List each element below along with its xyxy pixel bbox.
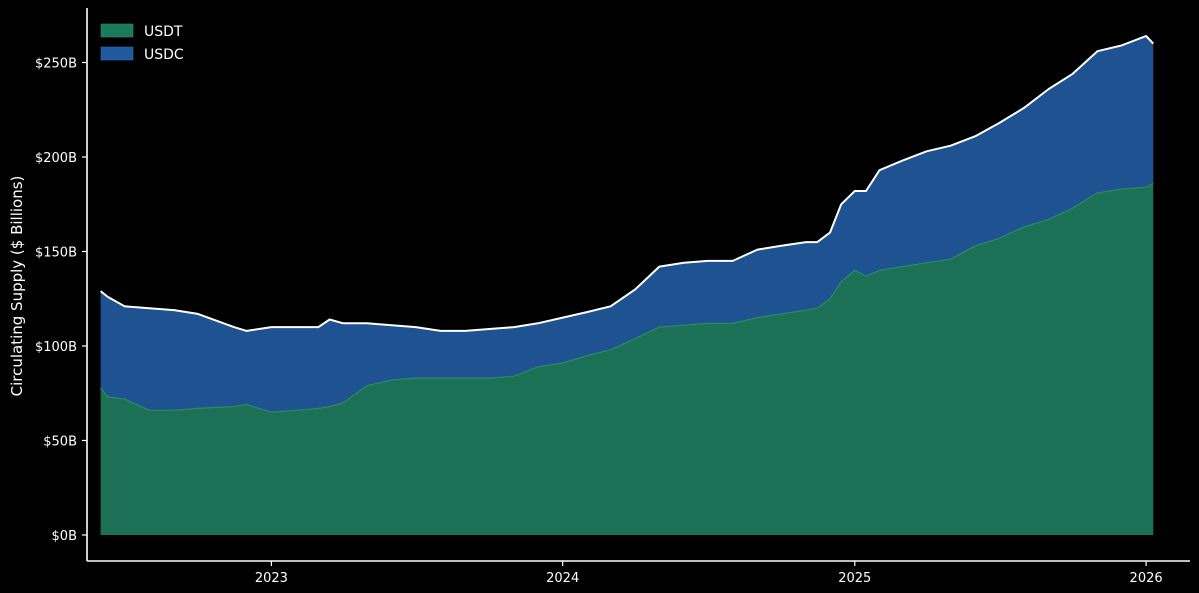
usdt-area: [100, 183, 1154, 535]
total-supply-line: [99, 35, 1155, 332]
y-tick-label: $250B: [35, 57, 77, 72]
y-axis-title: Circulating Supply ($ Billions): [8, 176, 26, 397]
x-tick-label: 2023: [255, 571, 288, 586]
legend-swatch-usdc: [100, 46, 134, 61]
legend-label-usdc: USDC: [144, 47, 184, 63]
plot-area: [99, 35, 1155, 535]
usdt-edge-line: [100, 182, 1154, 413]
legend: USDT USDC: [100, 23, 184, 63]
x-tick-label: 2025: [838, 571, 871, 586]
x-tick-label: 2026: [1130, 571, 1163, 586]
x-tick-label: 2024: [546, 571, 579, 586]
legend-swatch-usdt: [100, 23, 134, 38]
y-tick-label: $0B: [52, 529, 77, 544]
y-tick-label: $150B: [35, 246, 77, 261]
usdc-area: [100, 36, 1154, 413]
legend-label-usdt: USDT: [144, 24, 183, 40]
y-ticks: $0B $50B $100B $150B $200B $250B: [35, 57, 87, 544]
y-tick-label: $50B: [43, 435, 77, 450]
x-ticks: 2023 2024 2025 2026: [255, 561, 1163, 586]
y-tick-label: $200B: [35, 151, 77, 166]
y-tick-label: $100B: [35, 340, 77, 355]
